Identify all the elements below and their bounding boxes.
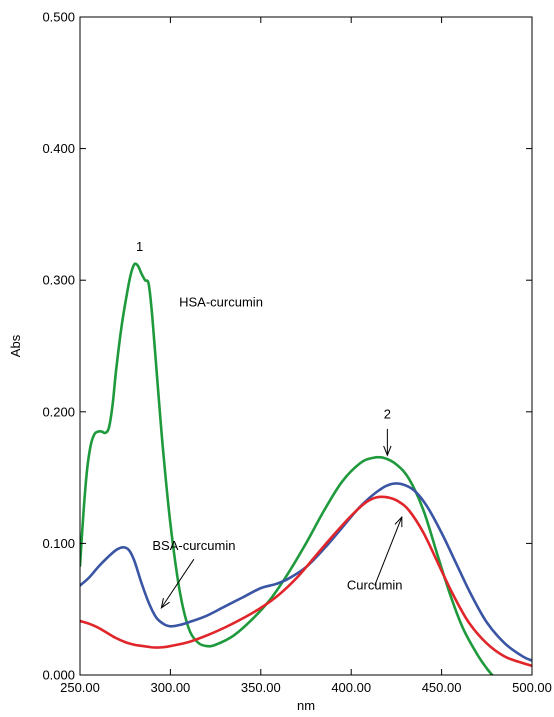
series-line-hsa-curcumin: [80, 262, 494, 675]
annotation-arrow-head: [394, 515, 403, 528]
annotation-arrow-line: [374, 516, 403, 586]
y-tick-label: 0.300: [42, 273, 75, 288]
series-line-curcumin: [80, 495, 532, 668]
annotation-bsa-curcumin: BSA-curcumin: [152, 538, 235, 553]
plot-frame: [79, 16, 533, 676]
x-tick-label: 350.00: [241, 680, 281, 695]
x-tick-label: 400.00: [331, 680, 371, 695]
annotation-arrow-head: [383, 445, 392, 457]
annotation-arrow-line: [160, 558, 195, 609]
annotation-1: 1: [136, 239, 143, 254]
curves-layer: [80, 262, 532, 675]
ticks-layer: 250.00 300.00 350.00 400.00 450.00 500.00 0.00…: [42, 10, 551, 696]
y-axis-title: Abs: [8, 334, 23, 357]
x-axis-title: nm: [297, 698, 315, 713]
y-tick-label: 0.400: [42, 141, 75, 156]
plot-frame-layer: [79, 16, 533, 676]
y-tick-label: 0.000: [42, 668, 75, 683]
y-tick-label: 0.100: [42, 536, 75, 551]
annotation-2: 2: [384, 406, 391, 421]
annotation-hsa-curcumin: HSA-curcumin: [179, 295, 263, 310]
y-tick-label: 0.500: [42, 10, 75, 25]
annotation-arrow-head: [160, 597, 170, 610]
x-tick-label: 450.00: [422, 680, 462, 695]
series-line-bsa-curcumin: [80, 482, 532, 662]
x-tick-label: 300.00: [151, 680, 191, 695]
x-tick-label: 250.00: [60, 680, 100, 695]
x-tick-label: 500.00: [512, 680, 552, 695]
y-tick-label: 0.200: [42, 404, 75, 419]
